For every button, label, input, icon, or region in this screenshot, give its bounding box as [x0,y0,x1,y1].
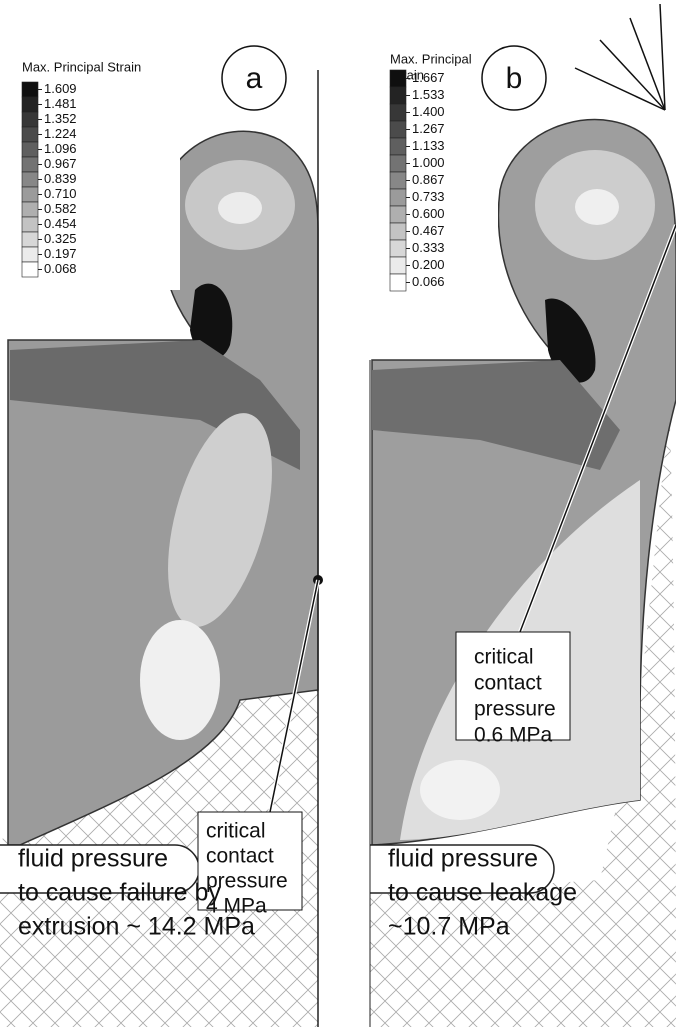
legend-swatch [390,104,406,121]
legend-swatch [390,223,406,240]
legend-swatch [22,247,38,262]
legend-value: 1.400 [412,104,445,119]
legend-value: 0.582 [44,201,77,216]
caption: to cause leakage [388,879,577,907]
legend-value: 1.133 [412,138,445,153]
legend-swatch [22,262,38,277]
figure: aMax. Principal Strain1.6091.4811.3521.2… [0,0,676,1027]
legend-swatch [390,138,406,155]
legend-swatch [390,121,406,138]
legend-swatch [390,257,406,274]
legend-value: 1.224 [44,126,77,141]
legend-value: 0.600 [412,206,445,221]
legend-swatch [390,155,406,172]
legend-value: 0.967 [44,156,77,171]
callout-text: contact [474,672,542,695]
legend-swatch [390,189,406,206]
callout-text: pressure [474,698,556,721]
legend-swatch [22,157,38,172]
legend-swatch [390,274,406,291]
legend-title: Max. Principal [390,51,472,66]
callout-text: contact [206,845,274,868]
legend-value: 0.710 [44,186,77,201]
contour [140,620,220,740]
legend-swatch [22,142,38,157]
legend-value: 0.467 [412,223,445,238]
legend-value: 1.481 [44,96,77,111]
caption: extrusion ~ 14.2 MPa [18,913,255,941]
legend-swatch [390,206,406,223]
legend-title: Max. Principal Strain [22,59,141,74]
legend-value: 0.325 [44,231,77,246]
legend-swatch [390,70,406,87]
caption: fluid pressure [388,845,538,873]
legend-value: 1.609 [44,81,77,96]
legend-value: 1.352 [44,111,77,126]
legend-value: 0.197 [44,246,77,261]
callout-text: 0.6 MPa [474,724,553,747]
legend-swatch [390,87,406,104]
legend-swatch [390,240,406,257]
legend-value: 0.333 [412,240,445,255]
legend-swatch [22,232,38,247]
contour [420,760,500,820]
legend-value: 0.454 [44,216,77,231]
legend-swatch [22,82,38,97]
legend-value: 0.066 [412,274,445,289]
callout-text: critical [206,820,266,843]
panel-label: a [246,62,263,95]
legend-swatch [22,172,38,187]
contour [218,192,262,224]
legend-swatch [22,217,38,232]
caption: to cause failure by [18,879,221,907]
legend-swatch [22,127,38,142]
legend-value: 0.867 [412,172,445,187]
legend-value: 1.533 [412,87,445,102]
caption: ~10.7 MPa [388,913,510,941]
caption: fluid pressure [18,845,168,873]
legend-swatch [22,112,38,127]
legend-swatch [390,172,406,189]
panel-label: b [506,62,523,95]
legend-value: 1.096 [44,141,77,156]
legend-value: 0.200 [412,257,445,272]
contour [575,189,619,225]
legend-value: 0.839 [44,171,77,186]
legend-value: 1.000 [412,155,445,170]
legend-value: 0.068 [44,261,77,276]
legend-swatch [22,187,38,202]
legend-value: 1.267 [412,121,445,136]
legend-value: 0.733 [412,189,445,204]
legend-swatch [22,202,38,217]
legend-swatch [22,97,38,112]
callout-text: critical [474,646,534,669]
legend-value: 1.667 [412,70,445,85]
arrows [575,4,665,110]
